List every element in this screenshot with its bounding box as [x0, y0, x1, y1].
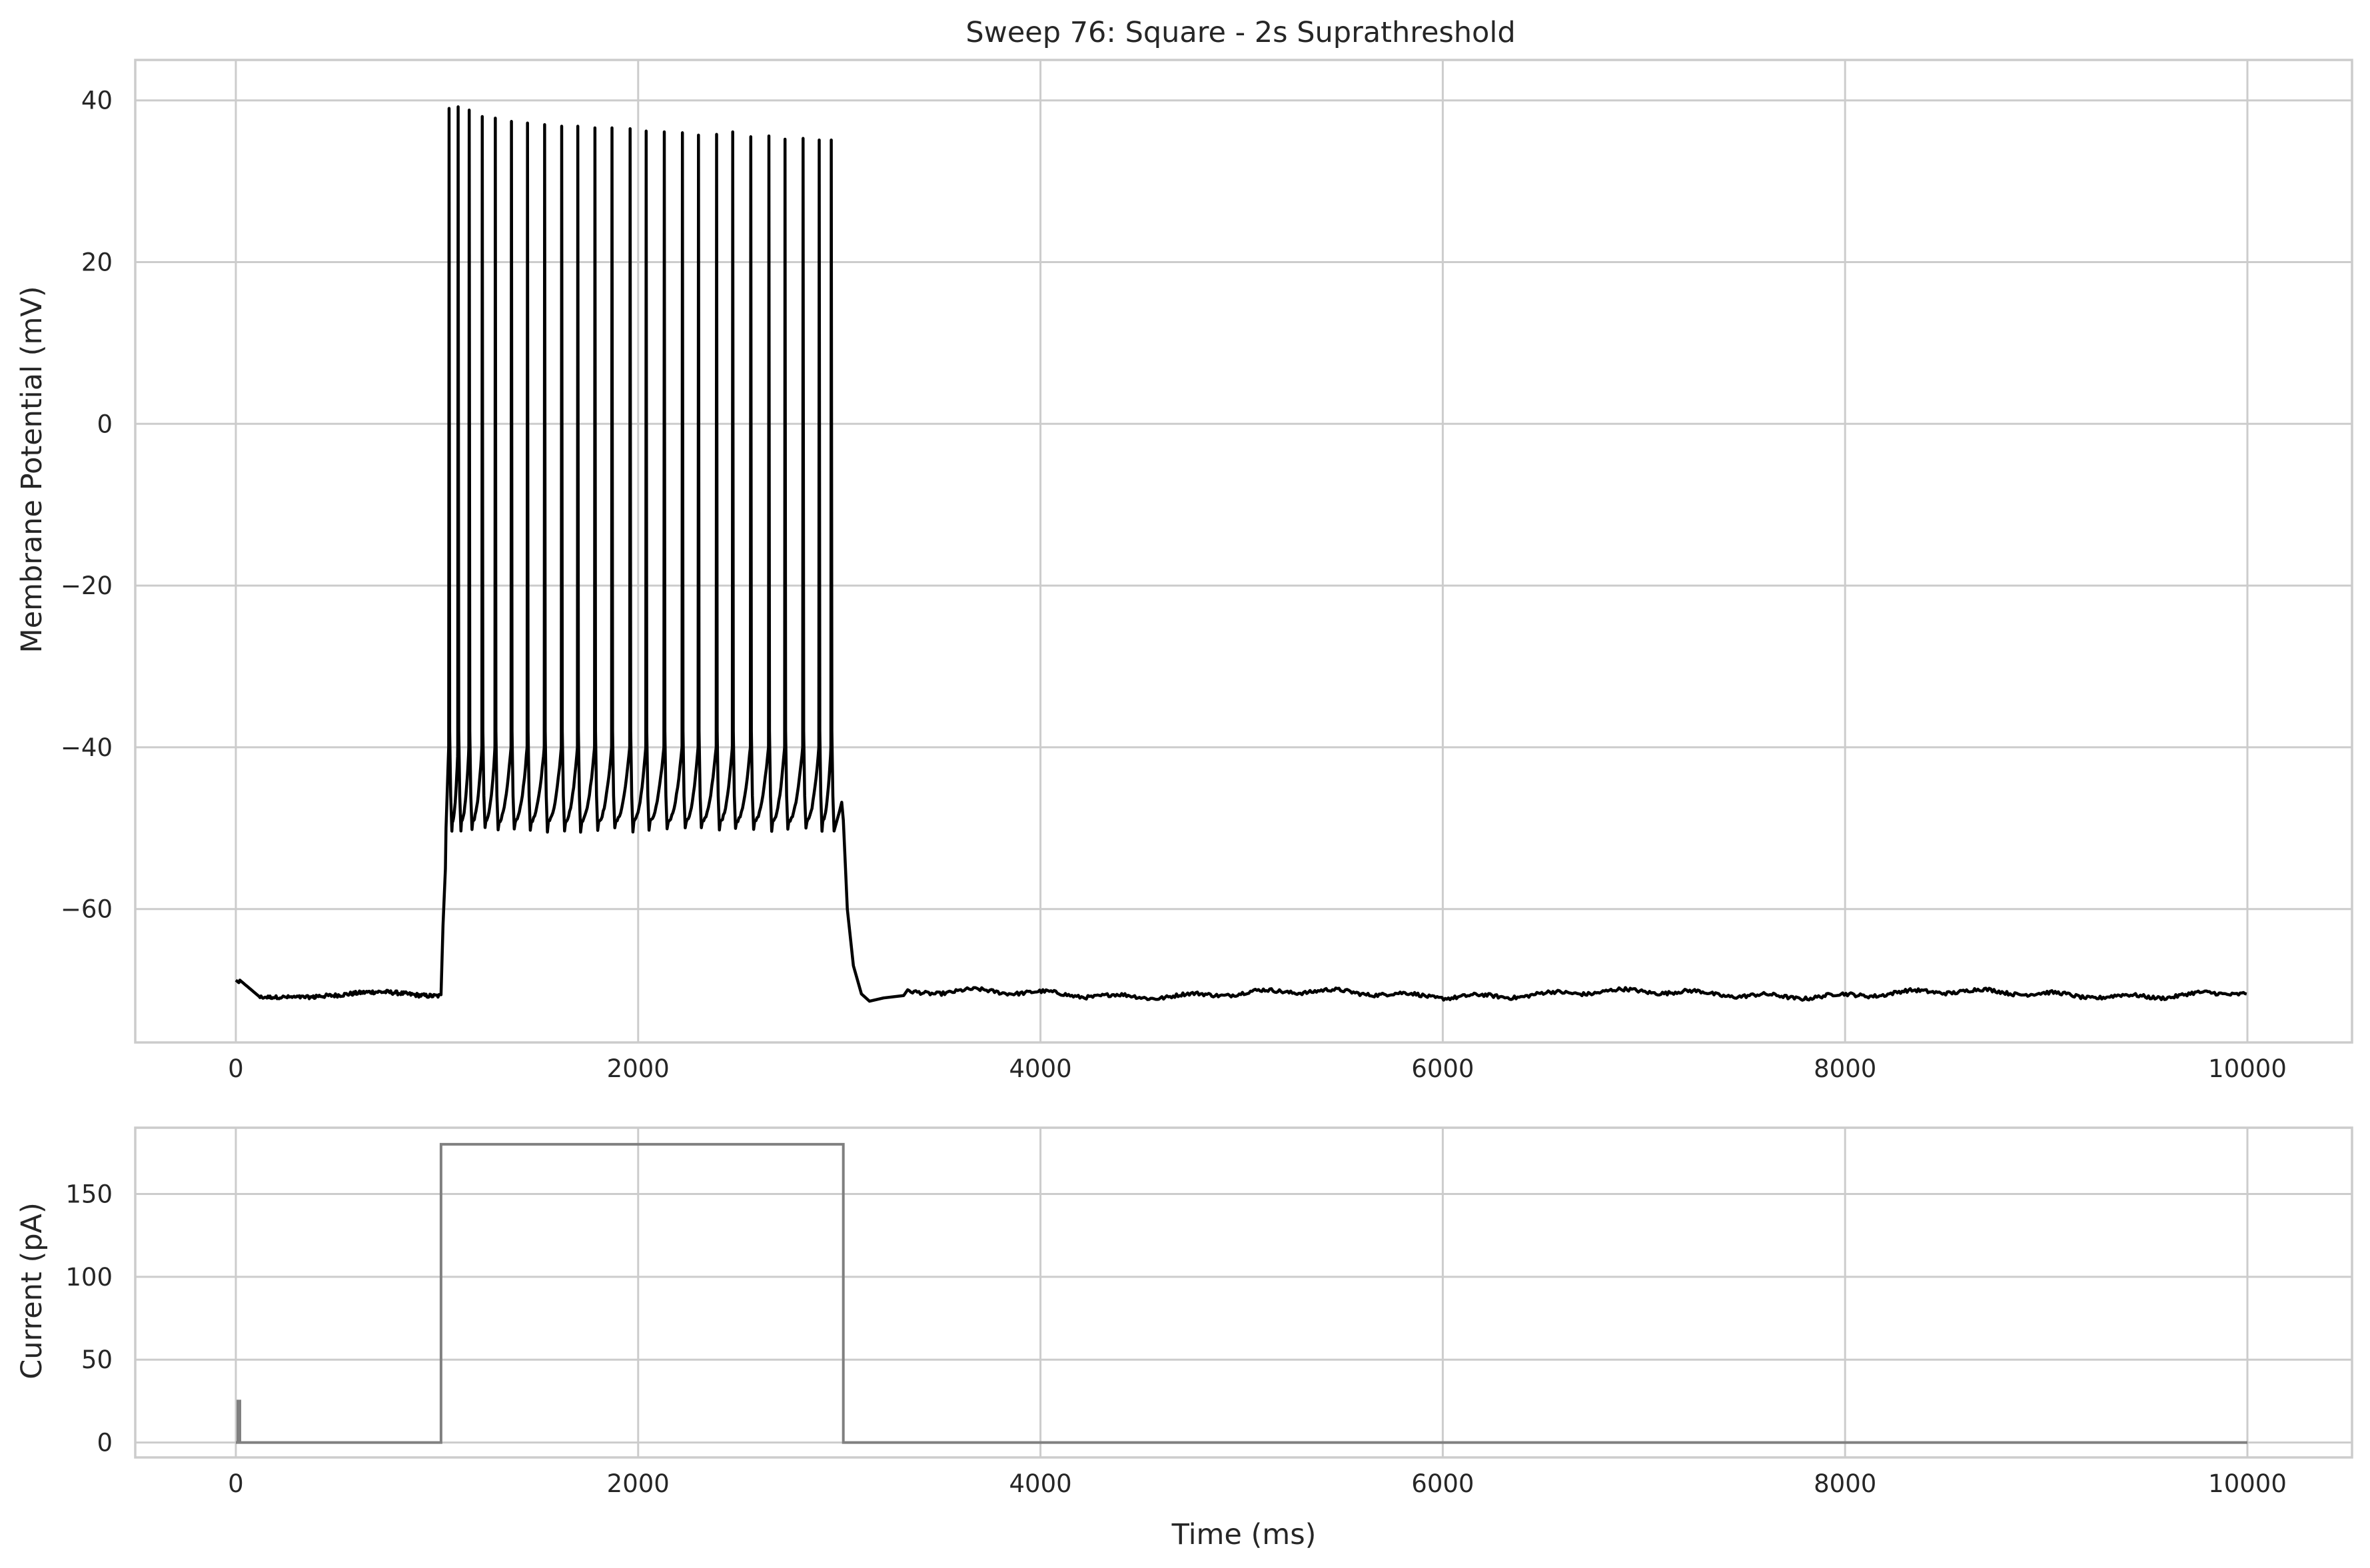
current-panel: 0 2000 4000 6000 8000 10000 0 50 100 150 Time (m… [15, 1126, 2353, 1551]
current-x-tick-label: 4000 [1009, 1469, 1071, 1498]
current-y-tick-label: 100 [65, 1263, 113, 1292]
voltage-y-axis-label: Membrane Potential (mV) [15, 286, 49, 653]
membrane-potential-trace [235, 105, 2247, 1003]
current-y-tick-label: 50 [81, 1346, 113, 1374]
voltage-y-tick-labels: −60 −40 −20 0 20 40 [61, 87, 113, 924]
voltage-y-tick-label: −40 [61, 733, 113, 762]
current-x-tick-label: 6000 [1411, 1469, 1474, 1498]
voltage-y-tick-label: −60 [61, 895, 113, 924]
current-x-tick-label: 0 [228, 1469, 244, 1498]
current-y-tick-label: 0 [97, 1429, 113, 1457]
current-y-tick-label: 150 [65, 1180, 113, 1208]
voltage-x-tick-label: 4000 [1009, 1054, 1071, 1083]
voltage-x-tick-label: 6000 [1411, 1054, 1474, 1083]
voltage-x-tick-label: 10000 [2208, 1054, 2287, 1083]
current-y-axis-label: Current (pA) [15, 1202, 49, 1379]
voltage-x-tick-labels: 0 2000 4000 6000 8000 10000 [228, 1054, 2287, 1083]
current-x-tick-labels: 0 2000 4000 6000 8000 10000 [228, 1469, 2287, 1498]
chart-title: Sweep 76: Square - 2s Suprathreshold [965, 16, 1515, 49]
voltage-grid [135, 60, 2352, 1042]
voltage-y-tick-label: 40 [81, 87, 113, 115]
voltage-panel: 0 2000 4000 6000 8000 10000 −60 −40 −20 0 20 40 Sw… [15, 16, 2353, 1083]
voltage-x-tick-label: 8000 [1814, 1054, 1876, 1083]
current-axes-frame [134, 1126, 2353, 1459]
voltage-x-tick-label: 0 [228, 1054, 244, 1083]
current-x-tick-label: 10000 [2208, 1469, 2287, 1498]
current-x-tick-label: 2000 [607, 1469, 670, 1498]
injected-current-trace [236, 1142, 2247, 1444]
voltage-axes-frame [134, 59, 2353, 1044]
voltage-x-tick-label: 2000 [607, 1054, 670, 1083]
x-axis-label: Time (ms) [1171, 1518, 1317, 1551]
voltage-y-tick-label: 0 [97, 410, 113, 438]
current-x-tick-label: 8000 [1814, 1469, 1876, 1498]
voltage-y-tick-label: −20 [61, 572, 113, 600]
current-y-tick-labels: 0 50 100 150 [65, 1180, 113, 1457]
voltage-y-tick-label: 20 [81, 248, 113, 276]
